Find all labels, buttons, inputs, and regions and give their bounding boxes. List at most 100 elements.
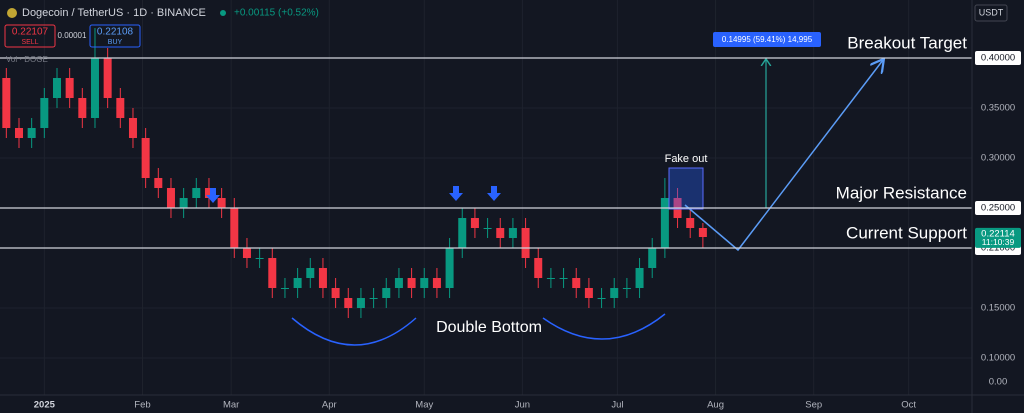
currency-box[interactable]: [974, 4, 1008, 22]
x-tick-label: Sep: [805, 400, 822, 411]
candle-body: [204, 188, 213, 198]
candle-body: [572, 278, 581, 288]
price-tag: [975, 227, 1021, 248]
volume-label: Vol · DOGE: [6, 55, 48, 64]
candle-body: [559, 278, 568, 279]
candle-body: [52, 78, 61, 98]
candle-body: [103, 58, 112, 98]
change: +0.00115 (+0.52%): [234, 8, 319, 19]
candle-body: [534, 258, 543, 278]
candle-body: [369, 298, 378, 299]
volume-axis-label: 0.00: [989, 377, 1008, 388]
candle-body: [27, 128, 36, 138]
candle-body: [382, 288, 391, 298]
y-tick-label: 0.15000: [981, 303, 1015, 314]
candle-body: [192, 188, 201, 198]
y-tick-label: 0.35000: [981, 103, 1015, 114]
grid: [0, 0, 972, 395]
candle-body: [686, 218, 695, 228]
candle-body: [306, 268, 315, 278]
candle-body: [432, 278, 441, 288]
curve: [291, 317, 417, 346]
candle-body: [141, 138, 150, 178]
candle-body: [660, 198, 669, 248]
level-annotation: Major Resistance: [836, 183, 967, 202]
sell-price[interactable]: 0.22107: [12, 27, 49, 38]
level-tag: [975, 51, 1021, 65]
x-tick-label: Mar: [223, 400, 239, 411]
candle-body: [698, 228, 707, 237]
price-tag-label: 0.22114: [981, 228, 1015, 239]
candle-body: [280, 288, 289, 289]
candle-body: [521, 228, 530, 258]
candle-body: [407, 278, 416, 288]
y-tick-label: 0.10000: [981, 353, 1015, 364]
candle-body: [2, 78, 11, 128]
symbol: Dogecoin / TetherUS · 1D · BINANCE: [22, 7, 206, 19]
fakeout-box: [668, 167, 704, 210]
level-tag-label: 0.25000: [981, 203, 1015, 214]
candle-body: [255, 258, 264, 259]
x-tick-label: Aug: [707, 400, 724, 411]
buy-label[interactable]: BUY: [108, 39, 123, 46]
sell-button[interactable]: [4, 24, 56, 48]
candle-body: [508, 228, 517, 238]
level-annotation: Current Support: [846, 223, 967, 242]
candle-body: [635, 268, 644, 288]
x-tick-label: Oct: [901, 400, 916, 411]
candle-body: [179, 198, 188, 208]
candle-body: [546, 278, 555, 279]
curve: [542, 313, 666, 340]
candle-body: [458, 218, 467, 248]
drawings: [206, 32, 883, 346]
x-tick-label: Jun: [515, 400, 530, 411]
measure-box: [713, 32, 821, 47]
candle-body: [496, 228, 505, 238]
candle-body: [268, 258, 277, 288]
candle-body: [242, 248, 251, 258]
level-tag-label: 0.21000: [981, 243, 1015, 254]
pattern-label: Double Bottom: [436, 319, 542, 336]
sell-label[interactable]: SELL: [21, 39, 38, 46]
candle-body: [610, 288, 619, 298]
candle-body: [217, 198, 226, 208]
spread: 0.00001: [58, 31, 87, 40]
projection: [684, 60, 883, 252]
axes: 0.35000 0.30000 0.15000 0.10000 2025 Feb Mar Ap…: [34, 103, 1021, 411]
candle-body: [648, 248, 657, 268]
fakeout-label: Fake out: [665, 153, 708, 165]
currency[interactable]: USDT: [979, 7, 1004, 17]
candle-body: [230, 208, 239, 248]
candle-body: [356, 298, 365, 308]
x-tick-label: Apr: [322, 400, 337, 411]
candle-body: [128, 118, 137, 138]
y-tick-label: 0.30000: [981, 153, 1015, 164]
candle-body: [597, 298, 606, 299]
buy-price[interactable]: 0.22108: [97, 27, 134, 38]
x-tick-label: Jul: [611, 400, 623, 411]
x-tick-label: 2025: [34, 400, 56, 411]
candle-body: [622, 288, 631, 289]
x-tick-label: May: [415, 400, 433, 411]
candle-body: [166, 188, 175, 208]
candle-body: [394, 278, 403, 288]
candle-body: [40, 98, 49, 128]
coin-icon: [7, 8, 17, 18]
candle-body: [78, 98, 87, 118]
status-dot: [220, 10, 226, 16]
candle-body: [318, 268, 327, 288]
candle-body: [470, 218, 479, 228]
candle-body: [584, 288, 593, 298]
level-tag-label: 0.40000: [981, 53, 1015, 64]
level-annotation: Breakout Target: [847, 33, 967, 52]
candle-body: [293, 278, 302, 288]
buy-button[interactable]: [89, 24, 141, 48]
measure-label: 0.14995 (59.41%) 14,995: [722, 35, 813, 44]
x-tick-label: Feb: [134, 400, 150, 411]
candle-body: [483, 228, 492, 229]
countdown: 11:10:39: [982, 237, 1015, 247]
candle-body: [344, 298, 353, 308]
levels: 0.40000 Breakout Target 0.25000 Major Resis…: [0, 33, 1021, 255]
